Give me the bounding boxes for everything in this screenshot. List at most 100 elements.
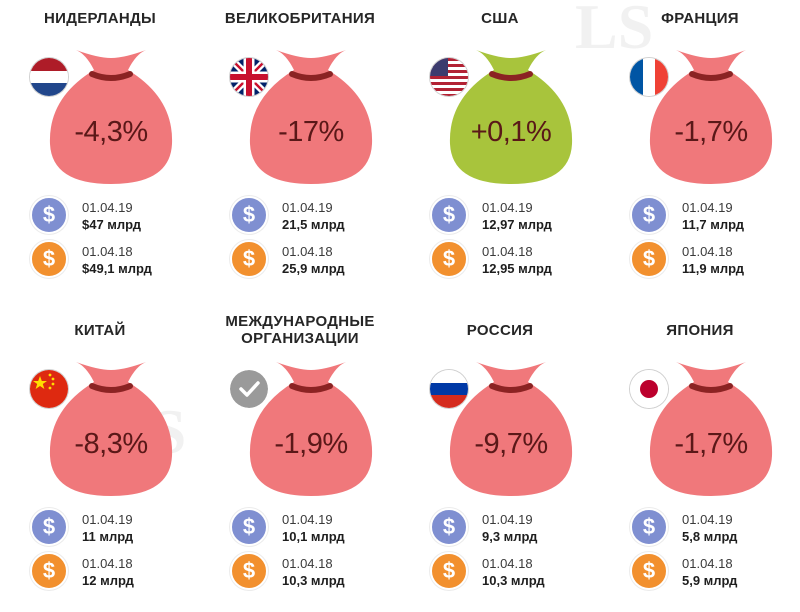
- percent-change: -17%: [278, 116, 344, 148]
- dollar-coin-icon: $: [30, 240, 68, 278]
- value-2018: $49,1 млрд: [82, 261, 152, 276]
- date-2018: 01.04.18: [282, 556, 333, 571]
- percent-change: -9,7%: [474, 428, 548, 460]
- country-name: США: [481, 10, 519, 27]
- dollar-coin-icon: $: [430, 240, 468, 278]
- country-card: ФРАНЦИЯ -1,7% $ 01.04.19 11,7 млрд $ 01.…: [600, 0, 800, 300]
- usa-flag-icon: [430, 58, 468, 96]
- value-2019: $47 млрд: [82, 217, 142, 232]
- holding-2018: $ 01.04.18 12,95 млрд: [430, 240, 600, 280]
- dollar-coin-icon: $: [630, 196, 668, 234]
- netherlands-flag-icon: [30, 58, 68, 96]
- value-2019: 10,1 млрд: [282, 529, 345, 544]
- japan-flag-icon: [630, 370, 668, 408]
- date-2018: 01.04.18: [482, 244, 533, 259]
- percent-change: -1,9%: [274, 428, 348, 460]
- money-bag: -4,3%: [46, 40, 176, 190]
- holding-2019: $ 01.04.19 $47 млрд: [30, 196, 200, 236]
- date-2019: 01.04.19: [82, 200, 133, 215]
- holding-2018: $ 01.04.18 25,9 млрд: [230, 240, 400, 280]
- date-2019: 01.04.19: [282, 512, 333, 527]
- checkmark-badge-icon: [230, 370, 268, 408]
- dollar-coin-icon: $: [430, 508, 468, 546]
- holding-2019: $ 01.04.19 21,5 млрд: [230, 196, 400, 236]
- country-name: НИДЕРЛАНДЫ: [44, 10, 156, 27]
- value-2018: 12 млрд: [82, 573, 134, 588]
- holding-2018: $ 01.04.18 10,3 млрд: [230, 552, 400, 592]
- date-2018: 01.04.18: [82, 244, 133, 259]
- value-2018: 12,95 млрд: [482, 261, 552, 276]
- money-bag: -9,7%: [446, 352, 576, 502]
- money-bag: -1,7%: [646, 352, 776, 502]
- dollar-coin-icon: $: [630, 508, 668, 546]
- value-2018: 5,9 млрд: [682, 573, 738, 588]
- country-name: КИТАЙ: [74, 322, 126, 339]
- percent-change: -4,3%: [74, 116, 148, 148]
- uk-flag-icon: [230, 58, 268, 96]
- date-2019: 01.04.19: [282, 200, 333, 215]
- value-2019: 21,5 млрд: [282, 217, 345, 232]
- holding-2018: $ 01.04.18 10,3 млрд: [430, 552, 600, 592]
- date-2018: 01.04.18: [482, 556, 533, 571]
- country-card: КИТАЙ -8,3% $ 01.04.19 11 млрд $ 01.04.1…: [0, 312, 200, 612]
- date-2018: 01.04.18: [682, 244, 733, 259]
- date-2019: 01.04.19: [482, 512, 533, 527]
- country-card: США +0,1% $ 01.04.19 12,97 млрд $ 01.04.…: [400, 0, 600, 300]
- date-2018: 01.04.18: [82, 556, 133, 571]
- dollar-coin-icon: $: [630, 240, 668, 278]
- country-name: МЕЖДУНАРОДНЫЕ ОРГАНИЗАЦИИ: [225, 313, 375, 347]
- value-2018: 10,3 млрд: [482, 573, 545, 588]
- holding-2019: $ 01.04.19 11 млрд: [30, 508, 200, 548]
- value-2019: 11 млрд: [82, 529, 134, 544]
- china-flag-icon: [30, 370, 68, 408]
- date-2018: 01.04.18: [282, 244, 333, 259]
- holding-2018: $ 01.04.18 $49,1 млрд: [30, 240, 200, 280]
- holding-2019: $ 01.04.19 12,97 млрд: [430, 196, 600, 236]
- value-2018: 25,9 млрд: [282, 261, 345, 276]
- holding-2019: $ 01.04.19 11,7 млрд: [630, 196, 800, 236]
- dollar-coin-icon: $: [30, 552, 68, 590]
- holding-2018: $ 01.04.18 12 млрд: [30, 552, 200, 592]
- country-card: МЕЖДУНАРОДНЫЕ ОРГАНИЗАЦИИ -1,9% $ 01.04.…: [200, 312, 400, 612]
- dollar-coin-icon: $: [230, 552, 268, 590]
- date-2019: 01.04.19: [682, 512, 733, 527]
- money-bag: -17%: [246, 40, 376, 190]
- country-card: НИДЕРЛАНДЫ -4,3% $ 01.04.19 $47 млрд $ 0…: [0, 0, 200, 300]
- money-bag: +0,1%: [446, 40, 576, 190]
- dollar-coin-icon: $: [230, 240, 268, 278]
- dollar-coin-icon: $: [430, 196, 468, 234]
- percent-change: -1,7%: [674, 116, 748, 148]
- country-name: РОССИЯ: [466, 322, 534, 339]
- holding-2018: $ 01.04.18 5,9 млрд: [630, 552, 800, 592]
- value-2019: 12,97 млрд: [482, 217, 552, 232]
- dollar-coin-icon: $: [230, 508, 268, 546]
- value-2019: 5,8 млрд: [682, 529, 738, 544]
- money-bag: -8,3%: [46, 352, 176, 502]
- percent-change: +0,1%: [470, 116, 552, 148]
- holding-2018: $ 01.04.18 11,9 млрд: [630, 240, 800, 280]
- country-card: РОССИЯ -9,7% $ 01.04.19 9,3 млрд $ 01.04…: [400, 312, 600, 612]
- money-bag: -1,9%: [246, 352, 376, 502]
- holding-2019: $ 01.04.19 9,3 млрд: [430, 508, 600, 548]
- country-name: ВЕЛИКОБРИТАНИЯ: [224, 10, 376, 27]
- holding-2019: $ 01.04.19 10,1 млрд: [230, 508, 400, 548]
- dollar-coin-icon: $: [230, 196, 268, 234]
- country-name: ФРАНЦИЯ: [661, 10, 739, 27]
- country-name: ЯПОНИЯ: [666, 322, 734, 339]
- value-2018: 11,9 млрд: [682, 261, 744, 276]
- date-2019: 01.04.19: [82, 512, 133, 527]
- dollar-coin-icon: $: [630, 552, 668, 590]
- value-2018: 10,3 млрд: [282, 573, 345, 588]
- holding-2019: $ 01.04.19 5,8 млрд: [630, 508, 800, 548]
- percent-change: -8,3%: [74, 428, 148, 460]
- date-2019: 01.04.19: [482, 200, 533, 215]
- dollar-coin-icon: $: [30, 508, 68, 546]
- value-2019: 9,3 млрд: [482, 529, 538, 544]
- percent-change: -1,7%: [674, 428, 748, 460]
- france-flag-icon: [630, 58, 668, 96]
- country-card: ВЕЛИКОБРИТАНИЯ -17% $ 01.04.19 21,5 млрд…: [200, 0, 400, 300]
- money-bag: -1,7%: [646, 40, 776, 190]
- date-2019: 01.04.19: [682, 200, 733, 215]
- value-2019: 11,7 млрд: [682, 217, 744, 232]
- date-2018: 01.04.18: [682, 556, 733, 571]
